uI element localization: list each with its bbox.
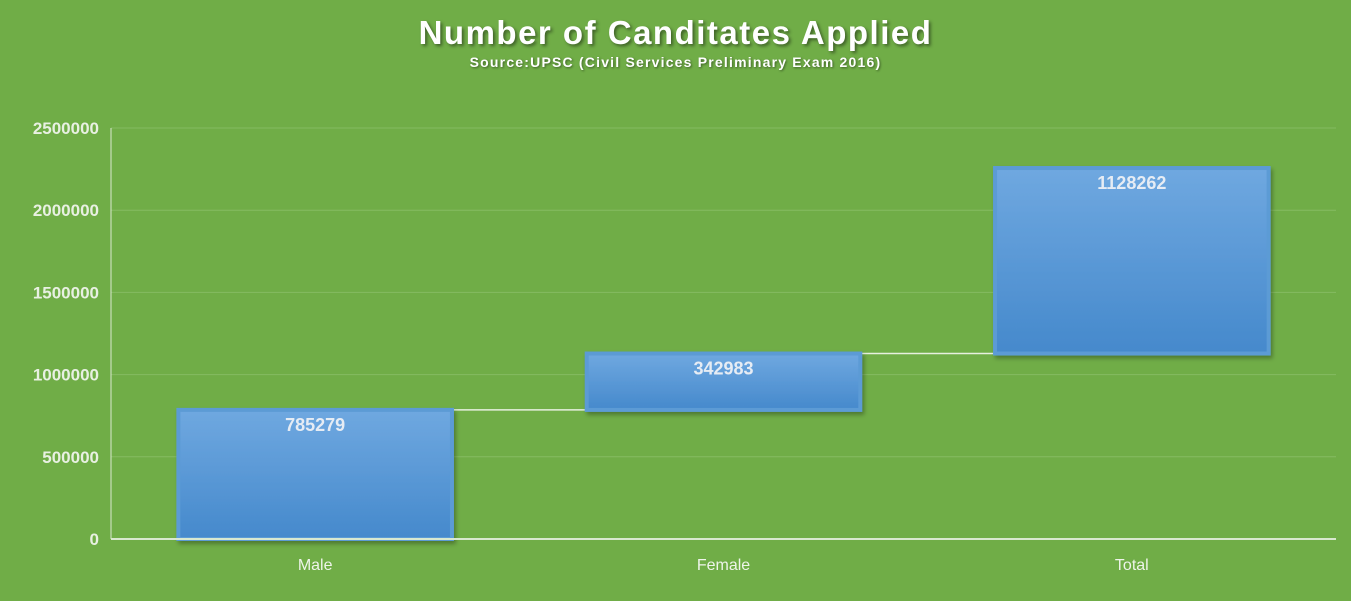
chart-title: Number of Canditates Applied xyxy=(418,14,933,51)
chart-subtitle: Source:UPSC (Civil Services Preliminary … xyxy=(469,54,882,70)
y-tick-label: 2000000 xyxy=(33,201,99,220)
data-label: 342983 xyxy=(693,359,753,379)
data-label: 1128262 xyxy=(1097,173,1166,193)
y-tick-label: 1500000 xyxy=(33,283,99,302)
data-label: 785279 xyxy=(285,415,345,435)
bar-total xyxy=(993,166,1271,356)
y-tick-label: 0 xyxy=(90,530,99,549)
bar-female xyxy=(584,351,863,412)
bar-male xyxy=(176,407,454,542)
x-tick-label: Female xyxy=(697,557,750,574)
y-tick-label: 2500000 xyxy=(33,119,99,138)
x-tick-label: Total xyxy=(1115,557,1149,574)
y-tick-label: 500000 xyxy=(42,448,99,467)
x-tick-label: Male xyxy=(298,557,333,574)
y-tick-label: 1000000 xyxy=(33,366,99,385)
